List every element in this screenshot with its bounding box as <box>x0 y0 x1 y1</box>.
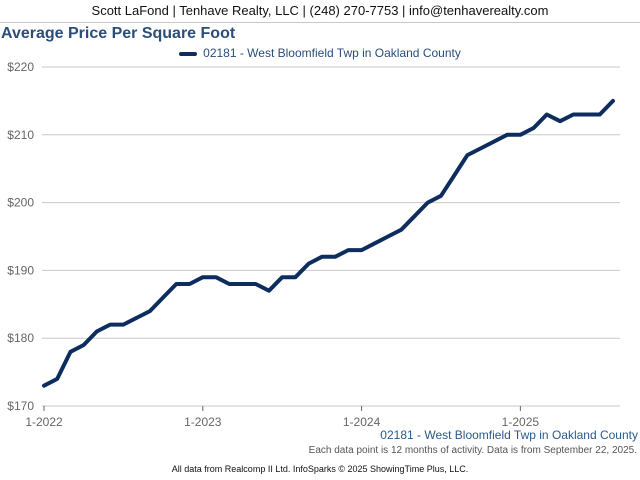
footer-data-note: Each data point is 12 months of activity… <box>308 445 637 456</box>
x-tick-label: 1-2022 <box>25 415 63 429</box>
footer-copyright: All data from Realcomp II Ltd. InfoSpark… <box>171 464 469 474</box>
legend-swatch <box>179 51 198 56</box>
y-tick-label: $180 <box>7 331 34 345</box>
y-tick-label: $220 <box>7 60 34 74</box>
contact-header: Scott LaFond | Tenhave Realty, LLC | (24… <box>0 0 640 23</box>
y-tick-label: $190 <box>7 263 34 277</box>
legend-label: 02181 - West Bloomfield Twp in Oakland C… <box>203 46 461 60</box>
chart-title: Average Price Per Square Foot <box>1 25 236 42</box>
y-tick-label: $210 <box>7 128 34 142</box>
x-tick-label: 1-2023 <box>184 415 222 429</box>
y-tick-label: $170 <box>7 399 34 413</box>
series-line <box>42 98 615 388</box>
chart-legend[interactable]: 02181 - West Bloomfield Twp in Oakland C… <box>0 46 640 60</box>
x-tick-label: 1-2024 <box>343 415 381 429</box>
footer-series-label: 02181 - West Bloomfield Twp in Oakland C… <box>380 428 638 442</box>
x-tick-label: 1-2025 <box>502 415 540 429</box>
y-tick-label: $200 <box>7 196 34 210</box>
